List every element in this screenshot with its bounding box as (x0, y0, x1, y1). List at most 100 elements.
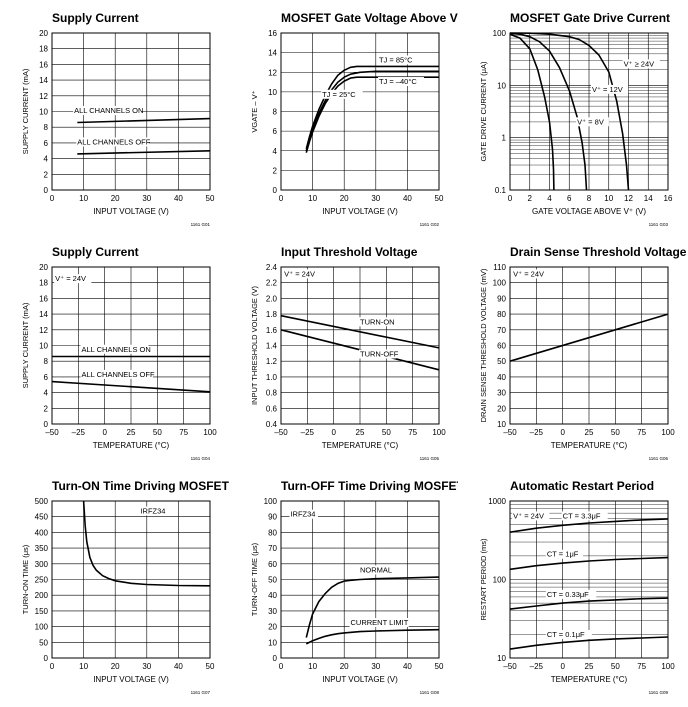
y-tick-label: 10 (39, 108, 48, 117)
annotation-bg (512, 269, 550, 279)
x-axis-label: INPUT VOLTAGE (V) (93, 207, 169, 216)
x-tick-label: 12 (624, 194, 633, 203)
figure-code: 1161 G06 (649, 456, 669, 461)
x-tick-label: 40 (174, 662, 183, 671)
x-axis-label: TEMPERATURE (°C) (551, 675, 628, 684)
series-label-2: TURN-OFF (360, 349, 399, 358)
plot-frame (509, 32, 669, 191)
y-tick-label: 2 (273, 166, 278, 175)
y-axis-label: TURN-ON TIME (μs) (21, 544, 30, 614)
y-tick-label: 70 (268, 544, 277, 553)
y-tick-label: 1.4 (266, 342, 278, 351)
chart-title: Drain Sense Threshold Voltage (510, 245, 687, 259)
y-tick-label: 70 (497, 326, 506, 335)
series-label-bg (76, 137, 149, 147)
chart-panel-6: Drain Sense Threshold Voltage –50 –25 0 25 50… (458, 234, 688, 468)
figure-code: 1161 G02 (420, 222, 440, 227)
x-tick-label: 50 (153, 428, 162, 437)
x-tick-label: 10 (604, 194, 613, 203)
series-label-bg (590, 84, 629, 94)
y-tick-label: 6 (273, 127, 278, 136)
x-tick-label: –25 (530, 662, 544, 671)
figure-code: 1161 G04 (191, 456, 211, 461)
chart-title: Input Threshold Voltage (281, 245, 418, 259)
series-line-3 (509, 32, 630, 191)
x-tick-label: 0 (279, 194, 284, 203)
y-tick-label: 20 (39, 263, 48, 272)
chart-panel-7: Turn-ON Time Driving MOSFET 0 10 20 30 40 50 0 5… (0, 468, 230, 702)
y-tick-label: 50 (39, 638, 48, 647)
y-tick-label: 100 (493, 576, 507, 585)
y-tick-label: 6 (44, 139, 49, 148)
y-tick-label: 0.8 (266, 389, 278, 398)
y-tick-label: 14 (39, 76, 48, 85)
x-tick-label: 30 (142, 194, 151, 203)
y-tick-label: 16 (39, 294, 48, 303)
y-axis-label: INPUT THRESHOLD VOLTAGE (V) (250, 285, 259, 405)
y-tick-label: 50 (497, 357, 506, 366)
series-line-3 (509, 597, 669, 610)
x-tick-label: 50 (435, 194, 444, 203)
series-line-1 (77, 117, 211, 124)
grid-lines (509, 266, 669, 425)
x-tick-label: 30 (371, 662, 380, 671)
x-tick-label: 0 (331, 428, 336, 437)
x-tick-label: 0 (50, 194, 55, 203)
chart-title: Supply Current (52, 245, 139, 259)
y-tick-label: 30 (497, 389, 506, 398)
y-tick-label: 300 (35, 560, 49, 569)
x-tick-label: 25 (356, 428, 365, 437)
y-tick-label: 400 (35, 528, 49, 537)
series-line-1 (280, 314, 440, 349)
chart-panel-4: Supply Current –50 –25 0 25 50 75 100 0 2 4 6 8 10 12 1… (0, 234, 229, 468)
x-tick-label: 50 (206, 662, 215, 671)
y-tick-label: 30 (268, 607, 277, 616)
y-tick-label: 4 (44, 389, 49, 398)
y-tick-label: 0 (273, 186, 278, 195)
y-tick-label: 10 (497, 420, 506, 429)
x-tick-label: 75 (637, 428, 646, 437)
x-axis-label: INPUT VOLTAGE (V) (322, 207, 398, 216)
x-axis-label: INPUT VOLTAGE (V) (93, 675, 169, 684)
y-tick-label: 250 (35, 576, 49, 585)
y-tick-label: 150 (35, 607, 49, 616)
figure-code: 1161 G05 (420, 456, 440, 461)
x-tick-label: 8 (587, 194, 592, 203)
x-axis-label: GATE VOLTAGE ABOVE V⁺ (V) (532, 207, 646, 216)
series-label-2: ALL CHANNELS OFF (81, 370, 154, 379)
x-tick-label: 0 (279, 662, 284, 671)
annotation-bg (139, 506, 168, 516)
x-tick-label: 10 (308, 194, 317, 203)
plot-frame (51, 266, 211, 425)
x-tick-label: –25 (301, 428, 315, 437)
x-tick-label: 0 (560, 662, 565, 671)
series-line-4 (509, 636, 669, 650)
x-tick-label: –50 (274, 428, 288, 437)
y-tick-label: 50 (268, 576, 277, 585)
series-label-bg (377, 55, 420, 65)
y-tick-label: 10 (39, 342, 48, 351)
x-tick-label: 0 (508, 194, 513, 203)
chart-title: Turn-ON Time Driving MOSFET (52, 479, 229, 493)
x-tick-label: 30 (142, 662, 151, 671)
plot-frame (51, 32, 211, 191)
y-tick-label: 18 (39, 45, 48, 54)
series-label-1: ALL CHANNELS ON (74, 106, 143, 115)
y-tick-label: 2.0 (266, 294, 278, 303)
y-tick-label: 8 (273, 108, 278, 117)
y-tick-label: 500 (35, 497, 49, 506)
series-line-1 (509, 518, 669, 533)
x-tick-label: 75 (637, 662, 646, 671)
chart-svg: Input Threshold Voltage –50 –25 0 25 50 75 100 0… (250, 245, 446, 461)
y-tick-label: 1.8 (266, 310, 278, 319)
annotation-bg (283, 269, 321, 279)
x-axis-label: TEMPERATURE (°C) (93, 441, 170, 450)
chart-annotation: IRFZ34 (290, 510, 315, 519)
x-tick-label: 50 (382, 428, 391, 437)
grid-lines (280, 266, 440, 425)
y-tick-label: 8 (44, 357, 49, 366)
series-line-2 (305, 628, 440, 645)
x-tick-label: 75 (179, 428, 188, 437)
series-label-bg (80, 344, 149, 354)
